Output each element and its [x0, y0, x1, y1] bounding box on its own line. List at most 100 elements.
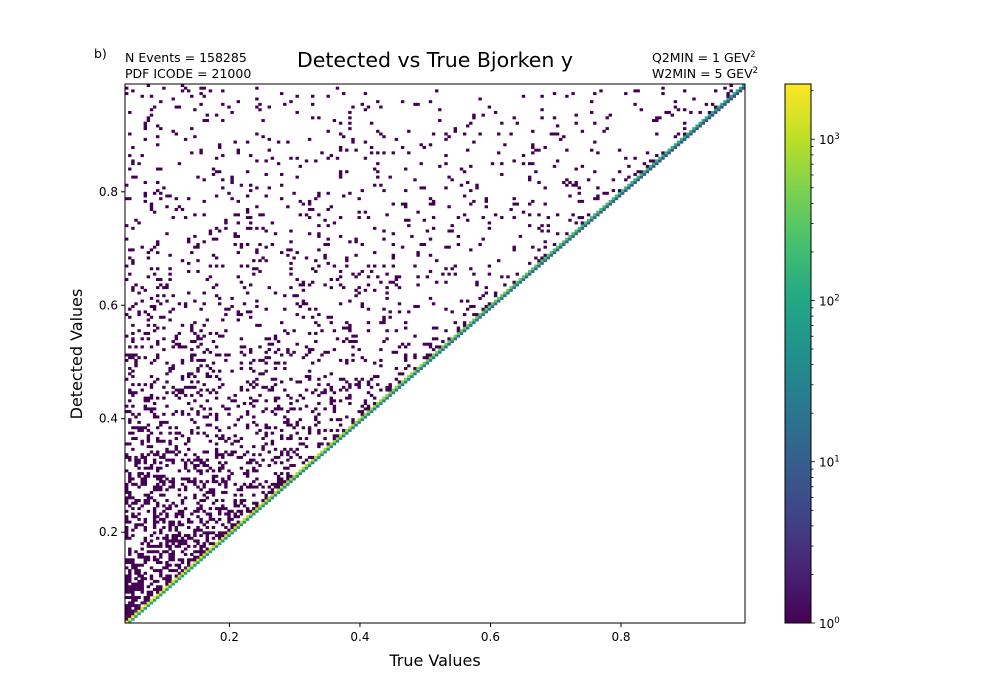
- heatmap-cell: [134, 302, 138, 306]
- heatmap-cell: [394, 283, 399, 287]
- heatmap-cell: [258, 393, 262, 397]
- heatmap-cell: [152, 304, 157, 308]
- heatmap-cell: [252, 267, 256, 271]
- heatmap-cell: [162, 590, 166, 594]
- heatmap-cell: [168, 555, 172, 559]
- heatmap-cell: [568, 237, 572, 241]
- heatmap-cell: [131, 585, 135, 589]
- heatmap-cell: [363, 415, 368, 419]
- heatmap-cell: [521, 94, 526, 98]
- heatmap-cell: [245, 450, 250, 454]
- heatmap-cell: [199, 102, 203, 106]
- heatmap-cell: [125, 358, 129, 362]
- heatmap-cell: [177, 488, 182, 492]
- heatmap-cell: [149, 361, 154, 365]
- heatmap-cell: [311, 348, 315, 352]
- heatmap-cell: [208, 490, 213, 494]
- heatmap-cell: [462, 170, 467, 174]
- heatmap-cell: [193, 353, 197, 357]
- heatmap-cell: [280, 428, 284, 432]
- heatmap-cell: [208, 507, 213, 511]
- heatmap-cell: [211, 340, 216, 344]
- heatmap-cell: [338, 302, 343, 306]
- heatmap-cell: [171, 294, 175, 298]
- heatmap-cell: [205, 552, 209, 556]
- heatmap-cell: [338, 216, 343, 220]
- heatmap-cell: [140, 574, 144, 578]
- heatmap-cell: [462, 313, 467, 317]
- heatmap-cell: [162, 520, 166, 524]
- heatmap-cell: [199, 461, 203, 465]
- heatmap-cell: [224, 536, 228, 540]
- heatmap-cell: [617, 170, 622, 174]
- heatmap-cell: [295, 251, 299, 255]
- heatmap-cell: [159, 488, 163, 492]
- heatmap-cell: [156, 569, 160, 573]
- heatmap-cell: [230, 525, 234, 529]
- heatmap-cell: [683, 89, 687, 93]
- heatmap-cell: [183, 304, 188, 308]
- heatmap-cell: [224, 218, 228, 222]
- heatmap-cell: [320, 450, 324, 454]
- heatmap-cell: [404, 377, 408, 381]
- heatmap-cell: [596, 197, 600, 201]
- heatmap-cell: [187, 566, 191, 570]
- heatmap-cell: [425, 353, 430, 357]
- heatmap-cell: [156, 353, 160, 357]
- heatmap-cell: [633, 102, 637, 106]
- heatmap-cell: [273, 350, 278, 354]
- heatmap-cell: [137, 587, 141, 591]
- heatmap-cell: [397, 383, 402, 387]
- heatmap-cell: [146, 399, 151, 403]
- heatmap-cell: [152, 461, 157, 465]
- heatmap-cell: [125, 499, 129, 503]
- heatmap-cell: [283, 294, 287, 298]
- heatmap-cell: [428, 342, 433, 346]
- heatmap-cell: [208, 391, 213, 395]
- heatmap-cell: [314, 197, 318, 201]
- heatmap-cell: [171, 477, 175, 481]
- heatmap-cell: [128, 345, 132, 349]
- heatmap-cell: [456, 216, 461, 220]
- heatmap-cell: [143, 571, 147, 575]
- heatmap-cell: [422, 342, 426, 346]
- heatmap-cell: [221, 499, 225, 503]
- heatmap-cell: [342, 92, 346, 96]
- heatmap-cell: [202, 178, 206, 182]
- heatmap-cell: [180, 574, 185, 578]
- heatmap-cell: [221, 334, 225, 338]
- heatmap-cell: [183, 453, 188, 457]
- heatmap-cell: [301, 283, 306, 287]
- heatmap-cell: [314, 455, 318, 459]
- heatmap-cell: [134, 609, 138, 613]
- heatmap-cell: [171, 450, 175, 454]
- heatmap-cell: [131, 89, 135, 93]
- heatmap-cell: [239, 313, 244, 317]
- heatmap-cell: [174, 132, 178, 136]
- heatmap-cell: [180, 458, 185, 462]
- heatmap-cell: [156, 501, 160, 505]
- heatmap-cell: [670, 148, 674, 152]
- heatmap-cell: [168, 507, 172, 511]
- heatmap-cell: [252, 485, 256, 489]
- heatmap-cell: [190, 512, 194, 516]
- heatmap-cell: [187, 561, 191, 564]
- heatmap-cell: [617, 191, 622, 195]
- heatmap-cell: [332, 391, 337, 395]
- heatmap-cell: [320, 353, 324, 357]
- heatmap-cell: [177, 539, 182, 543]
- heatmap-cell: [283, 466, 287, 470]
- heatmap-cell: [326, 383, 330, 387]
- heatmap-cell: [466, 181, 470, 185]
- heatmap-cell: [304, 345, 309, 349]
- heatmap-cell: [177, 342, 182, 346]
- heatmap-cell: [125, 561, 129, 564]
- heatmap-cell: [187, 536, 191, 540]
- heatmap-cell: [633, 181, 637, 185]
- heatmap-cell: [295, 313, 299, 317]
- heatmap-cell: [382, 151, 386, 155]
- heatmap-cell: [267, 499, 271, 503]
- heatmap-cell: [202, 461, 206, 465]
- heatmap-cell: [404, 326, 408, 330]
- heatmap-cell: [354, 377, 358, 381]
